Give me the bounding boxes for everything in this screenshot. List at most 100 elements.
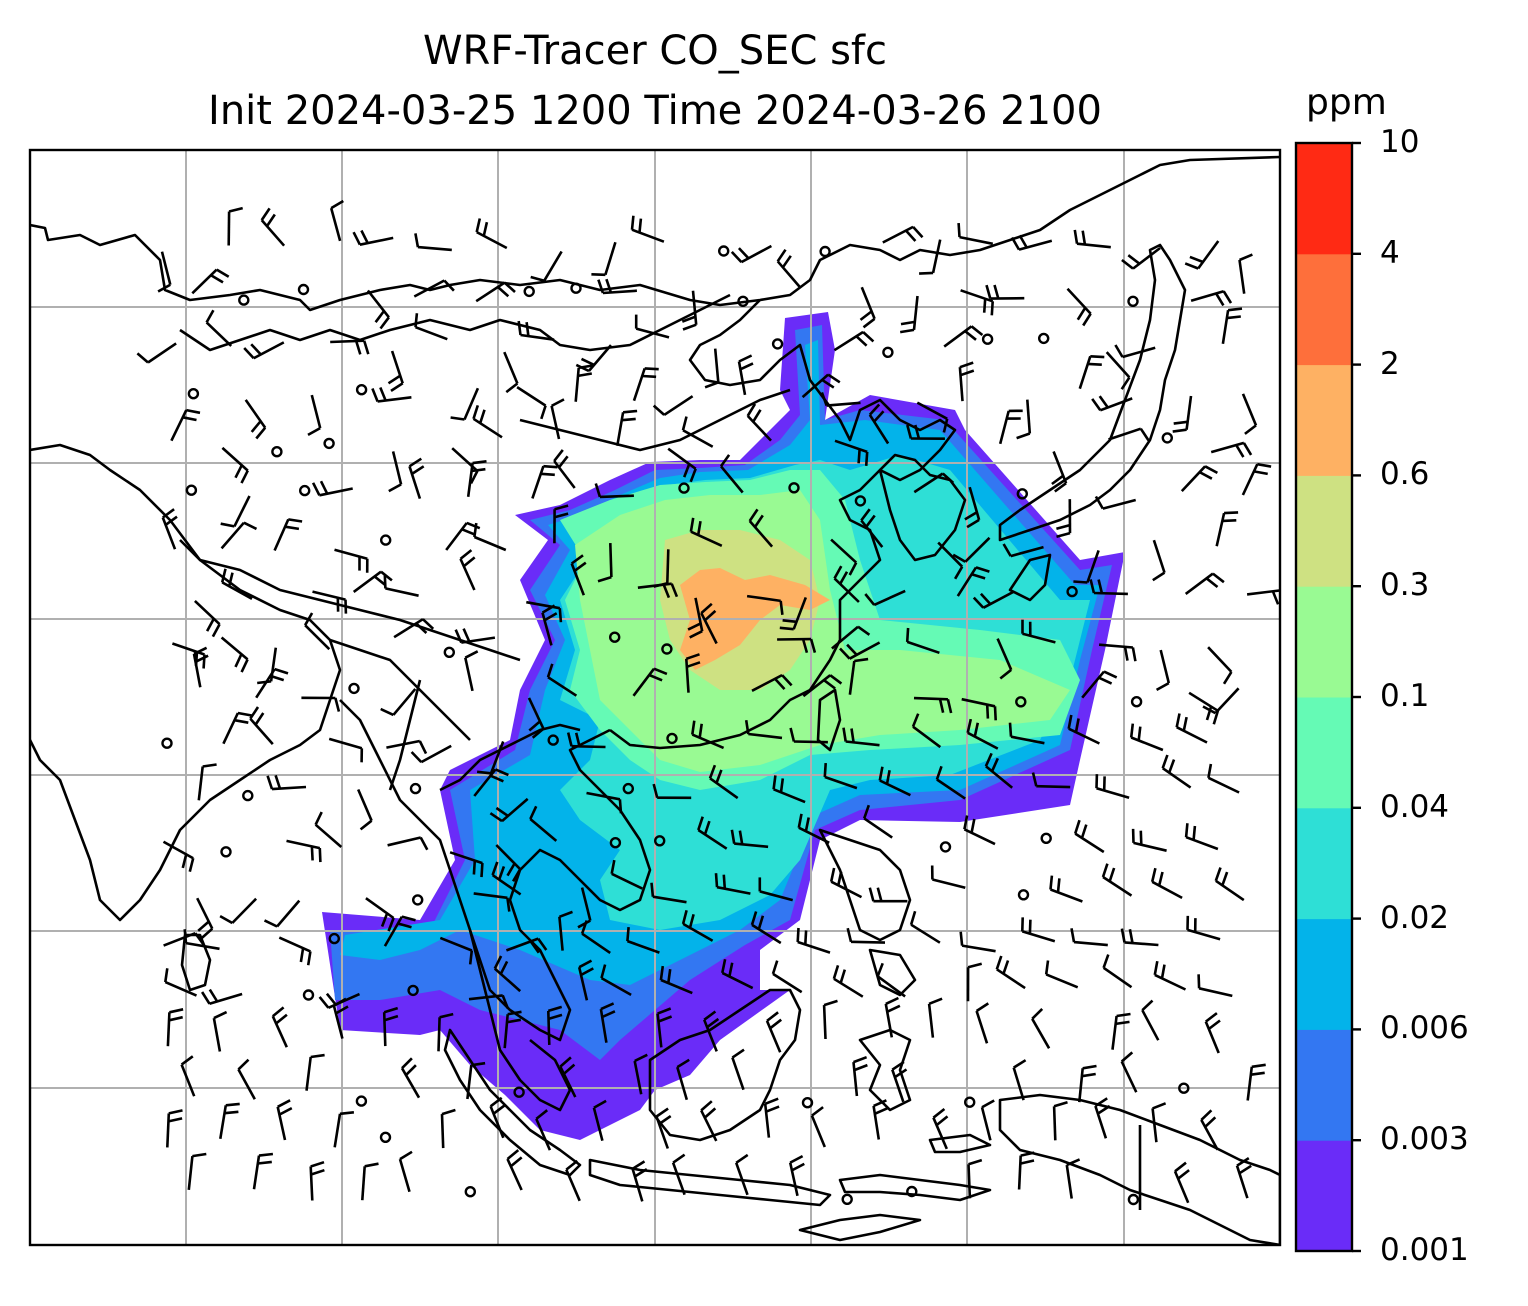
wind-barb (1150, 867, 1183, 900)
wind-barb (1031, 1007, 1051, 1049)
wind-barb (276, 1099, 293, 1141)
colorbar-tick-label: 0.003 (1380, 1121, 1469, 1158)
wind-barb (219, 897, 258, 925)
wind-barb (751, 673, 793, 692)
wind-barb (303, 612, 331, 651)
wind-barb (905, 627, 940, 655)
wind-barb (286, 839, 322, 863)
wind-barb (906, 424, 945, 440)
wind-barb (329, 199, 344, 242)
wind-barb (361, 1162, 379, 1201)
wind-barb (503, 351, 519, 394)
wind-barb (634, 314, 670, 339)
wind-barb (352, 570, 393, 593)
calm-wind-circle (1037, 332, 1050, 345)
wind-barb (1044, 960, 1079, 989)
wind-barb (771, 960, 803, 994)
colorbar-bin-4 (1296, 697, 1352, 809)
wind-barb (414, 313, 448, 341)
calm-wind-circle (801, 1096, 814, 1109)
wind-barb (1153, 960, 1187, 991)
map-title-line-2: Init 2024-03-25 1200 Time 2024-03-26 210… (208, 88, 1102, 134)
wind-barb (535, 1109, 552, 1151)
wind-barb (961, 697, 997, 721)
wind-barb (630, 215, 665, 243)
wind-barb (1184, 240, 1220, 270)
wind-barb (183, 929, 220, 951)
wind-barb (846, 927, 886, 944)
wind-barb (1121, 246, 1161, 270)
wind-barb (916, 401, 949, 433)
calm-wind-circle (1066, 585, 1078, 598)
calm-wind-circle (379, 1131, 392, 1144)
wind-barb (1078, 1064, 1097, 1103)
coastline-china-korea (609, 299, 957, 750)
wind-barb (220, 636, 249, 673)
calm-wind-circle (981, 333, 994, 345)
wind-barb (1067, 714, 1100, 745)
wind-barb (859, 286, 876, 329)
wind-barb (943, 325, 984, 348)
wind-barb (212, 1010, 228, 1052)
wind-barb (952, 536, 991, 563)
wind-barb (200, 988, 243, 1006)
calm-wind-circle (1161, 432, 1174, 444)
wind-barb (1111, 1012, 1131, 1050)
calm-wind-circle (1130, 696, 1143, 708)
wind-barb (1184, 823, 1219, 851)
wind-barb (966, 962, 983, 1002)
wind-barb (1021, 619, 1056, 644)
wind-barb (451, 447, 479, 484)
wind-barb (633, 1053, 648, 1095)
calm-wind-circle (355, 1095, 368, 1107)
colorbar-bin-8 (1296, 253, 1352, 366)
wind-barb (466, 460, 487, 497)
wind-barb (244, 399, 267, 440)
wind-barb (702, 1010, 720, 1052)
wind-barb (730, 244, 773, 264)
wind-barb (503, 1010, 522, 1049)
wind-barb (380, 688, 417, 717)
wind-barb (860, 508, 884, 548)
coastline-sri-lanka (180, 933, 212, 992)
calm-wind-circle (841, 1193, 853, 1206)
coastline-india (30, 443, 342, 922)
wind-barb (464, 650, 479, 692)
colorbar-tick-label: 0.1 (1380, 678, 1430, 714)
calm-wind-circle (513, 1086, 525, 1098)
wind-barb (365, 897, 395, 932)
wind-barb (959, 931, 996, 953)
colorbar-bin-6 (1296, 475, 1352, 587)
wind-barb (307, 394, 322, 437)
calm-wind-circle (271, 446, 283, 458)
wind-barb (489, 797, 529, 823)
wind-barb (473, 892, 511, 912)
wind-barb (440, 1108, 456, 1149)
wind-barb (789, 727, 828, 744)
wind-barb (553, 504, 569, 544)
wind-barb (1078, 355, 1105, 390)
wind-barb (278, 936, 312, 966)
wind-barb (437, 1012, 454, 1052)
wind-barb (1095, 774, 1130, 800)
wind-barb (1151, 1102, 1167, 1143)
wind-barb (891, 1060, 908, 1103)
wind-barb (714, 873, 751, 895)
wind-barb (597, 543, 613, 583)
calm-wind-circle (161, 737, 173, 749)
wind-barb (1120, 1051, 1138, 1093)
map-title-line-1: WRF-Tracer CO_SEC sfc (422, 28, 888, 74)
wind-barb (1073, 819, 1105, 854)
wind-barb (998, 409, 1023, 445)
wind-barb (312, 590, 348, 614)
calm-wind-circle (242, 789, 254, 802)
colorbar-bin-0 (1296, 1140, 1352, 1252)
wind-barb (758, 877, 794, 902)
wind-barb (831, 625, 871, 650)
wind-barb (574, 364, 593, 402)
wind-barb (191, 268, 230, 295)
wind-barb (243, 341, 285, 360)
calm-wind-circle (570, 282, 582, 294)
calm-wind-circle (1040, 832, 1052, 844)
wind-barb (632, 667, 668, 697)
